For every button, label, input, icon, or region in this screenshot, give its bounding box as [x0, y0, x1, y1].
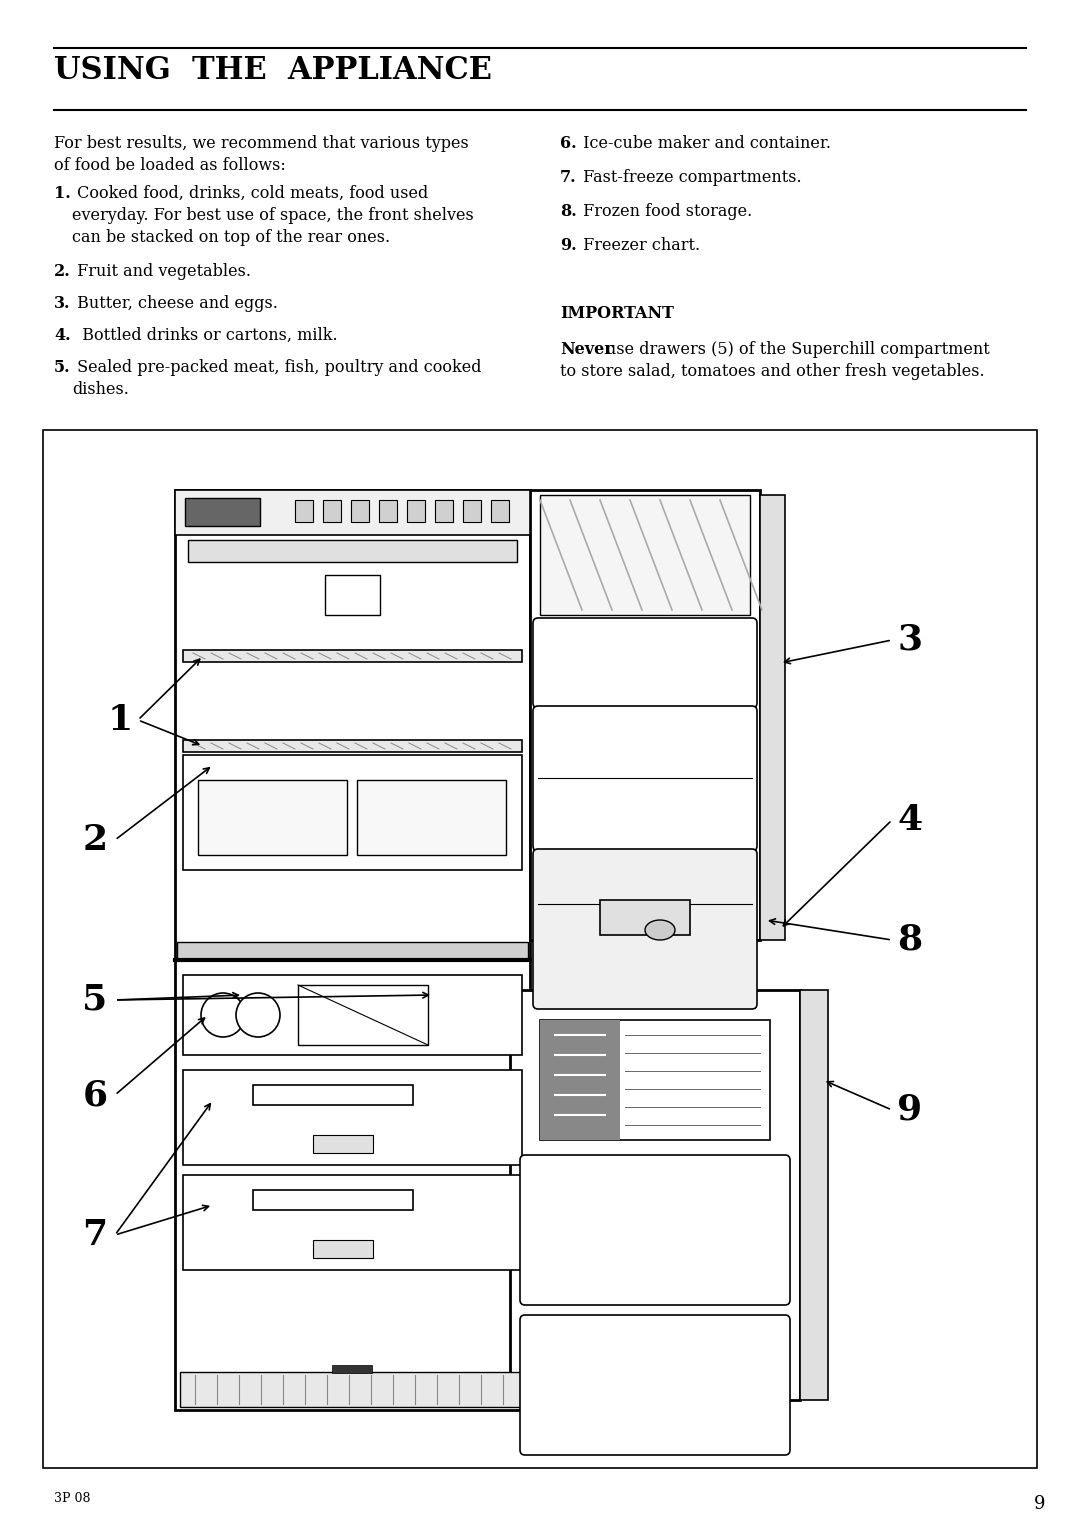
FancyBboxPatch shape	[534, 706, 757, 851]
Text: 4.: 4.	[54, 327, 70, 344]
Text: 9: 9	[897, 1093, 922, 1128]
Text: 7.: 7.	[561, 170, 577, 186]
Text: everyday. For best use of space, the front shelves: everyday. For best use of space, the fro…	[72, 206, 474, 225]
Bar	[180, 1372, 525, 1407]
Bar	[313, 1241, 373, 1258]
Text: 9.: 9.	[561, 237, 577, 254]
Bar	[175, 490, 530, 535]
Text: 8.: 8.	[561, 203, 577, 220]
Bar	[183, 1175, 522, 1270]
Text: Freezer chart.: Freezer chart.	[578, 237, 700, 254]
Bar	[325, 575, 380, 614]
Bar	[491, 500, 509, 523]
Bar	[313, 1135, 373, 1154]
FancyBboxPatch shape	[534, 617, 757, 707]
Text: 4: 4	[897, 804, 922, 837]
Text: Bottled drinks or cartons, milk.: Bottled drinks or cartons, milk.	[72, 327, 338, 344]
Bar	[760, 495, 785, 940]
Text: 2: 2	[82, 824, 108, 857]
Bar	[435, 500, 453, 523]
Text: 3: 3	[897, 623, 922, 657]
Bar	[351, 500, 369, 523]
Text: 7: 7	[82, 1218, 108, 1251]
Bar	[177, 941, 528, 960]
Text: For best results, we recommend that various types: For best results, we recommend that vari…	[54, 134, 469, 151]
Bar	[253, 1190, 413, 1210]
Text: to store salad, tomatoes and other fresh vegetables.: to store salad, tomatoes and other fresh…	[561, 364, 985, 380]
Circle shape	[201, 993, 245, 1038]
Text: 5.: 5.	[54, 359, 70, 376]
Bar	[510, 990, 800, 1400]
Bar	[540, 1021, 620, 1140]
Bar	[183, 1070, 522, 1164]
Bar	[183, 740, 522, 752]
Bar	[175, 490, 530, 1410]
Ellipse shape	[645, 920, 675, 940]
Bar	[530, 490, 760, 940]
Text: Fruit and vegetables.: Fruit and vegetables.	[72, 263, 251, 280]
Text: USING  THE  APPLIANCE: USING THE APPLIANCE	[54, 55, 492, 86]
Text: 1: 1	[107, 703, 133, 736]
Text: 5: 5	[82, 983, 108, 1018]
Text: 6.: 6.	[561, 134, 577, 151]
Text: Never: Never	[561, 341, 612, 358]
Text: 2.: 2.	[54, 263, 71, 280]
Bar	[298, 986, 428, 1045]
Text: 8: 8	[897, 923, 922, 957]
Text: can be stacked on top of the rear ones.: can be stacked on top of the rear ones.	[72, 229, 390, 246]
Text: Butter, cheese and eggs.: Butter, cheese and eggs.	[72, 295, 278, 312]
Bar	[43, 429, 1037, 1468]
Bar	[323, 500, 341, 523]
Text: Fast-freeze compartments.: Fast-freeze compartments.	[578, 170, 801, 186]
Bar	[295, 500, 313, 523]
Text: Sealed pre-packed meat, fish, poultry and cooked: Sealed pre-packed meat, fish, poultry an…	[72, 359, 482, 376]
Bar	[407, 500, 426, 523]
Bar	[183, 649, 522, 662]
Text: use drawers (5) of the Superchill compartment: use drawers (5) of the Superchill compar…	[606, 341, 989, 358]
Bar	[463, 500, 481, 523]
FancyBboxPatch shape	[534, 850, 757, 1008]
Text: Cooked food, drinks, cold meats, food used: Cooked food, drinks, cold meats, food us…	[72, 185, 429, 202]
Bar	[198, 779, 347, 856]
Bar	[183, 975, 522, 1054]
Bar	[800, 990, 828, 1400]
Text: 3P 08: 3P 08	[54, 1491, 91, 1505]
Bar	[185, 498, 260, 526]
Text: 3.: 3.	[54, 295, 70, 312]
Text: dishes.: dishes.	[72, 380, 129, 397]
Bar	[357, 779, 507, 856]
FancyBboxPatch shape	[519, 1155, 789, 1305]
Bar	[379, 500, 397, 523]
Bar	[188, 539, 517, 562]
Text: 1.: 1.	[54, 185, 71, 202]
Circle shape	[237, 993, 280, 1038]
Bar	[183, 755, 522, 869]
FancyBboxPatch shape	[519, 1316, 789, 1455]
Text: 9: 9	[1034, 1494, 1045, 1513]
Text: Ice-cube maker and container.: Ice-cube maker and container.	[578, 134, 831, 151]
Text: Frozen food storage.: Frozen food storage.	[578, 203, 753, 220]
Text: IMPORTANT: IMPORTANT	[561, 306, 674, 322]
Bar	[540, 495, 750, 614]
Text: 6: 6	[82, 1077, 108, 1112]
Bar	[253, 1085, 413, 1105]
Bar	[600, 900, 690, 935]
Bar	[540, 1021, 770, 1140]
Text: of food be loaded as follows:: of food be loaded as follows:	[54, 157, 286, 174]
Bar	[332, 1365, 372, 1374]
